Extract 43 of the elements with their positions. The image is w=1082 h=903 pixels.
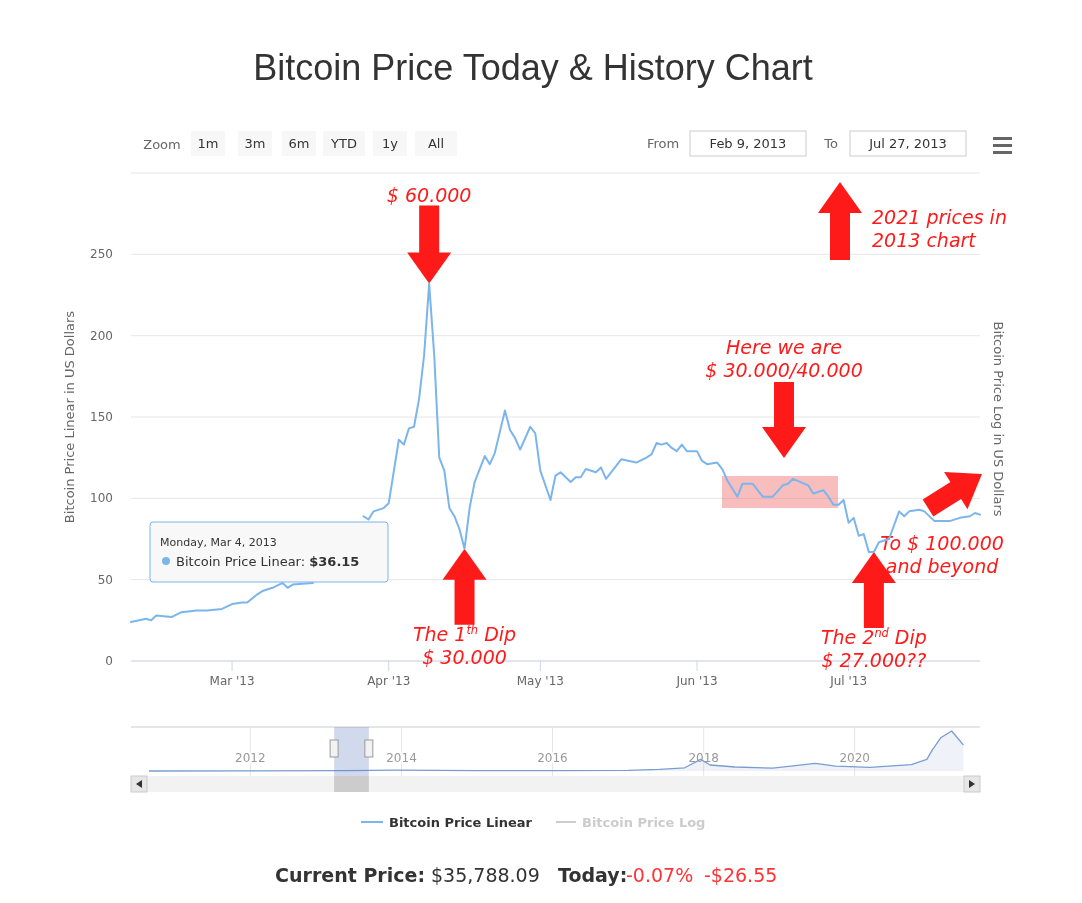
text: -$26.55 — [704, 864, 778, 886]
annotation: Here we are $ 30.000/40.000 — [705, 336, 863, 381]
y-tick-label: 100 — [90, 491, 113, 506]
y-axis-title: Bitcoin Price Linear in US Dollars — [62, 310, 77, 524]
y-tick-label: 50 — [97, 572, 113, 587]
text: Jul 27, 2013 — [868, 136, 947, 151]
annotation: To $ 100.000 and beyond — [880, 532, 1004, 577]
text: 1y — [382, 136, 399, 151]
x-tick-label: Jun '13 — [675, 674, 718, 688]
x-tick-label: 2018 — [688, 751, 719, 765]
chart-title: Bitcoin Price Today & History Chart — [253, 47, 813, 88]
text: Zoom — [143, 137, 181, 152]
text: $35,788.09 — [431, 864, 540, 886]
text: 3m — [244, 136, 266, 151]
text: Today: — [558, 864, 628, 886]
text: 1m — [197, 136, 219, 151]
y-tick-label: 150 — [90, 410, 113, 424]
x-tick-label: 2012 — [235, 751, 266, 765]
y2-axis-title: Bitcoin Price Log in US Dollars — [991, 321, 1006, 517]
x-tick-label: 2020 — [839, 751, 870, 765]
text: YTD — [330, 136, 357, 151]
text: From — [646, 136, 680, 151]
y-tick-label: 200 — [90, 328, 113, 343]
text: -0.07% — [626, 864, 694, 886]
annotation: The 2$^{nd}$ Dip $ 27.000?? — [820, 626, 927, 672]
x-tick-label: May '13 — [516, 674, 564, 688]
text: 6m — [288, 136, 310, 151]
text: Current Price: — [275, 864, 425, 886]
annotation: The 1$^{th}$ Dip $ 30.000 — [412, 622, 517, 668]
text: All — [427, 136, 445, 151]
x-tick-label: 2014 — [386, 751, 417, 765]
x-tick-label: Mar '13 — [209, 674, 255, 688]
x-tick-label: 2016 — [537, 751, 568, 765]
x-tick-label: Apr '13 — [367, 674, 411, 688]
x-tick-label: Jul '13 — [829, 674, 868, 688]
annotation: $ 60.000 — [386, 183, 472, 206]
annotation: Monday, Mar 4, 2013 Bitcoin Price Linear: $36.15 — [160, 536, 360, 569]
text: Feb 9, 2013 — [709, 136, 787, 151]
y-tick-label: 250 — [90, 247, 113, 262]
text: To — [823, 136, 838, 151]
annotation: 2021 prices in 2013 chart — [872, 206, 1007, 251]
y-tick-label: 0 — [105, 654, 113, 668]
legend-label: Bitcoin Price Linear — [389, 815, 533, 830]
